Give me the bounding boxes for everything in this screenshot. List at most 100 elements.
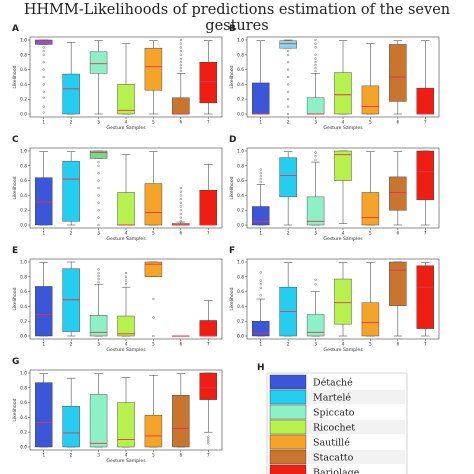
legend-label: Spiccato	[313, 408, 355, 419]
box-iqr	[389, 44, 407, 102]
main-title: HHMM-Likelihoods of predictions estimati…	[23, 2, 451, 34]
box-1: 1	[252, 271, 270, 348]
panel-letter: G	[12, 357, 19, 367]
box-3: 3	[306, 38, 325, 126]
box-2: 2	[62, 151, 80, 237]
outlier-point	[97, 164, 100, 167]
box-1: 1	[35, 39, 53, 126]
box-iqr	[89, 51, 108, 74]
outlier-point	[97, 223, 100, 227]
box-iqr	[89, 315, 108, 337]
box-iqr	[35, 39, 53, 45]
outlier-point	[124, 275, 128, 278]
legend-entry: Détaché	[269, 374, 405, 390]
x-tick-label: 2	[70, 231, 73, 237]
box-7: 7	[416, 262, 434, 348]
box-iqr	[199, 320, 217, 337]
outlier-point	[42, 50, 45, 53]
x-axis-label: Gesture Samples	[106, 347, 146, 353]
x-tick-label: 6	[179, 120, 182, 126]
outlier-point	[179, 64, 182, 67]
box-iqr	[361, 192, 380, 226]
x-tick-label: 3	[97, 342, 100, 348]
x-axis-label: Gesture Samples	[106, 236, 146, 242]
outlier-point	[179, 67, 182, 70]
box-5: 5	[361, 43, 380, 126]
outlier-point	[259, 283, 262, 286]
x-tick-label: 4	[125, 342, 128, 348]
x-tick-label: 2	[287, 231, 290, 237]
outlier-point	[287, 75, 290, 79]
x-tick-label: 2	[70, 342, 73, 348]
box-3: 3	[89, 373, 108, 459]
y-tick-label: 1.0	[20, 38, 27, 44]
box-4: 4	[117, 377, 135, 459]
x-tick-label: 6	[179, 231, 182, 237]
x-tick-label: 1	[42, 453, 45, 459]
box-5: 5	[361, 151, 380, 237]
y-tick-label: 0.4	[20, 193, 27, 199]
y-axis-label: Likelihood	[229, 287, 235, 310]
outlier-point	[179, 42, 182, 45]
panel-E: E 0.0 0.2 0.4 0.6 0.8 1.0 Likelihood Gesture Sam…	[12, 246, 223, 353]
box-2: 2	[62, 41, 80, 126]
box-iqr	[62, 406, 80, 448]
y-tick-label: 0.6	[20, 289, 27, 295]
outlier-point	[179, 50, 182, 53]
box-iqr	[334, 150, 352, 181]
outlier-point	[259, 178, 262, 181]
outlier-point	[97, 280, 100, 284]
outlier-point	[314, 151, 317, 154]
outlier-point	[314, 57, 317, 60]
outlier-point	[124, 272, 128, 275]
x-tick-label: 1	[42, 342, 45, 348]
outlier-point	[42, 96, 45, 99]
box-3: 3	[89, 150, 108, 237]
box-1: 1	[252, 40, 270, 126]
outlier-point	[259, 172, 262, 175]
y-tick-label: 0.2	[237, 319, 244, 325]
box-3: 3	[306, 151, 325, 237]
outlier-point	[259, 294, 262, 297]
outlier-point	[97, 161, 100, 164]
box-6: 6	[389, 40, 407, 126]
legend-row-bg	[307, 420, 405, 434]
x-tick-label: 4	[342, 120, 345, 126]
box-7: 7	[199, 164, 217, 237]
outlier-point	[124, 279, 128, 282]
box-iqr	[334, 72, 352, 115]
outlier-point	[179, 186, 182, 190]
legend-entry: Martelé	[269, 389, 405, 405]
legend-row-bg	[307, 375, 405, 389]
legend-swatch	[269, 419, 307, 435]
x-tick-label: 2	[287, 120, 290, 126]
outlier-point	[314, 155, 317, 158]
box-iqr	[35, 286, 53, 337]
outlier-point	[314, 70, 317, 73]
panel-A: A 0.0 0.2 0.4 0.6 0.8 1.0 Likelihood Gesture Sam…	[12, 24, 223, 131]
box-6: 6	[389, 151, 407, 237]
x-tick-label: 1	[259, 231, 262, 237]
outlier-point	[97, 277, 100, 281]
outlier-point	[42, 105, 45, 108]
x-tick-label: 4	[125, 453, 128, 459]
y-tick-label: 0.6	[20, 178, 27, 184]
legend-entry: Bariolage	[269, 464, 405, 474]
outlier-point	[97, 172, 100, 175]
legend-row-bg	[307, 465, 405, 474]
box-6: 6	[172, 335, 190, 348]
box-iqr	[62, 161, 80, 222]
box-iqr	[144, 183, 163, 226]
y-tick-label: 0.0	[20, 112, 27, 118]
outlier-point	[287, 105, 290, 108]
outlier-point	[97, 201, 100, 204]
box-6: 6	[172, 373, 190, 459]
box-iqr	[144, 47, 163, 91]
outlier-point	[97, 274, 100, 278]
box-iqr	[252, 321, 270, 337]
x-axis-label: Gesture Samples	[323, 236, 363, 242]
outlier-point	[42, 90, 45, 93]
outlier-point	[314, 38, 317, 42]
y-tick-label: 0.2	[20, 208, 27, 214]
